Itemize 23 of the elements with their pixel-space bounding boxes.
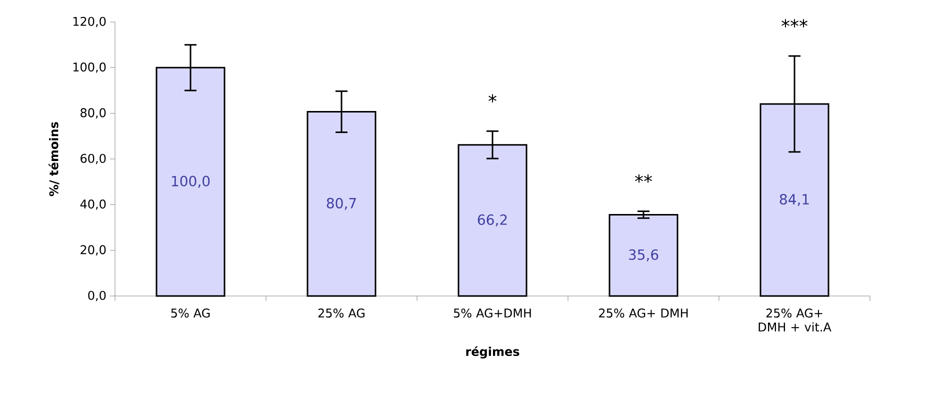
x-axis-title: régimes [466,346,520,358]
y-tick-label: 100,0 [73,62,106,73]
y-tick-label: 120,0 [73,16,106,28]
data-label: 100,0 [172,176,210,188]
data-label: 66,2 [478,214,507,226]
x-tick-label: 25% AG+ DMH + vit.A [758,308,832,332]
y-tick-label: 60,0 [80,154,106,164]
data-label: 84,1 [780,194,809,206]
x-tick-label: 5% AG [171,308,210,318]
y-tick-label: 20,0 [80,245,106,256]
annotation: * [488,94,496,102]
y-tick-label: 0,0 [88,290,106,302]
data-label: 80,7 [326,198,356,210]
y-tick-label: 40,0 [80,200,106,210]
annotation: *** [782,19,808,28]
y-axis-title: %/ témoins [48,122,60,196]
bar [608,214,678,297]
data-label: 35,6 [628,249,658,262]
annotation: ** [635,174,652,183]
x-tick-label: 25% AG [318,308,364,318]
x-tick-label: 25% AG+ DMH [599,308,688,318]
y-tick-label: 80,0 [80,108,106,118]
x-tick-label: 5% AG+DMH [454,308,531,318]
